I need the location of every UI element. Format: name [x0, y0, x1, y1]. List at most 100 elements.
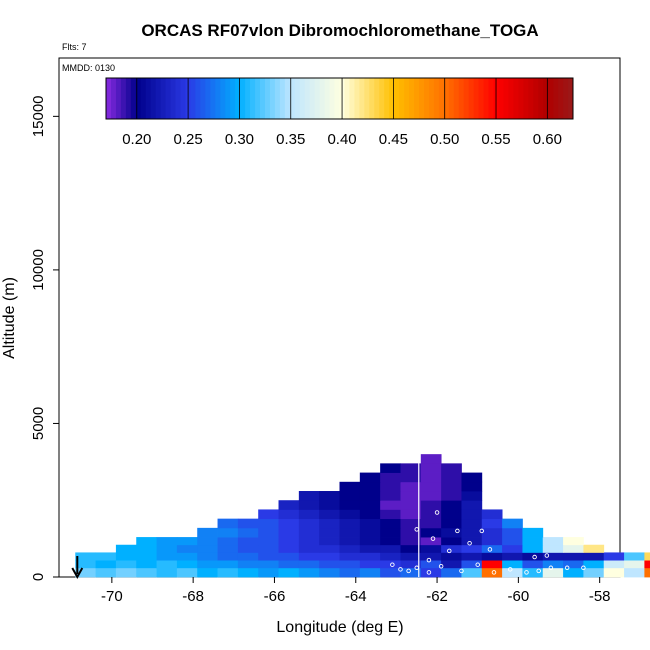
heatmap-cell: [563, 552, 584, 561]
heatmap-cell: [644, 552, 650, 561]
heatmap-cell: [481, 509, 503, 520]
heatmap-cell: [542, 537, 564, 546]
heatmap-cell: [156, 567, 178, 578]
heatmap-cell: [359, 481, 381, 492]
heatmap-cell: [278, 537, 300, 546]
observation-point: [459, 568, 464, 574]
colorbar-band: [240, 78, 246, 119]
heatmap-cell: [359, 567, 381, 578]
colorbar-band: [190, 78, 196, 119]
x-tick-label: -64: [345, 588, 367, 605]
colorbar-band: [106, 78, 112, 119]
colorbar-band: [404, 78, 410, 119]
heatmap-cell: [115, 560, 137, 569]
colorbar-band: [210, 78, 216, 119]
observation-point: [548, 565, 554, 571]
heatmap-cell: [319, 527, 340, 538]
observation-point: [564, 565, 570, 571]
heatmap-cell: [583, 552, 605, 561]
heatmap-cell: [420, 500, 442, 510]
heatmap-cell: [400, 560, 422, 569]
heatmap-cell: [95, 552, 117, 561]
heatmap-cell: [603, 560, 625, 569]
chart-title: ORCAS RF07vlon Dibromochloromethane_TOGA: [141, 21, 538, 40]
heatmap-cell: [359, 518, 381, 529]
heatmap-cell: [522, 537, 544, 546]
heatmap-cell: [359, 537, 381, 546]
y-tick-label: 0: [30, 573, 47, 581]
heatmap-cell: [400, 527, 422, 538]
heatmap-cell: [400, 500, 422, 510]
colorbar-band: [523, 78, 529, 119]
colorbar-ticks: 0.20 0.25 0.30 0.35 0.40 0.45 0.50 0.55 0.60: [122, 78, 562, 148]
heatmap-cell: [522, 560, 544, 569]
colorbar-band: [438, 78, 445, 119]
colorbar-band: [548, 78, 554, 119]
x-tick-label: -70: [101, 588, 123, 605]
heatmap-cell: [420, 552, 442, 561]
colorbar-band: [394, 78, 400, 119]
heatmap-cell: [237, 527, 259, 538]
heatmap-cell: [420, 537, 442, 546]
heatmap-cell: [359, 560, 381, 569]
heatmap-cell: [441, 491, 462, 501]
heatmap-cell: [380, 537, 401, 546]
colorbar-band: [399, 78, 405, 119]
colorbar-band: [140, 78, 147, 119]
heatmap-cell: [461, 491, 483, 501]
colorbar-band: [433, 78, 440, 119]
y-tick-label: 5000: [30, 407, 47, 440]
heatmap-cell: [339, 509, 361, 520]
observation-point: [532, 554, 537, 560]
colorbar-band: [329, 78, 336, 119]
observation-point: [544, 553, 550, 558]
heatmap-cell: [420, 518, 442, 529]
colorbar-band: [379, 78, 385, 119]
heatmap-cell: [278, 567, 300, 578]
heatmap-cell: [502, 518, 523, 529]
heatmap-cell: [420, 509, 442, 520]
colorbar-band: [374, 78, 380, 119]
colorbar-band: [289, 78, 296, 119]
observation-point: [390, 562, 395, 567]
heatmap-cell: [298, 537, 320, 546]
colorbar-band: [334, 78, 340, 119]
heatmap-cell: [380, 509, 401, 520]
heatmap-cell: [481, 552, 503, 561]
heatmap-cell: [522, 544, 544, 553]
heatmap-cell: [624, 560, 645, 569]
heatmap-cell: [461, 472, 483, 483]
colorbar-band: [170, 78, 177, 119]
colorbar-band: [200, 78, 206, 119]
y-tick-label: 15000: [30, 95, 47, 137]
heatmap-cell: [502, 544, 523, 553]
x-axis: -70 -68 -66 -64 -62 -60 -58: [101, 577, 611, 605]
colorbar-band: [309, 78, 316, 119]
heatmap-cell: [461, 537, 483, 546]
colorbar-band: [409, 78, 415, 119]
colorbar-tick-label: 0.40: [327, 131, 356, 148]
colorbar-band: [414, 78, 420, 119]
heatmap-cell: [298, 500, 320, 510]
observation-point: [406, 568, 411, 574]
heatmap-cell: [542, 560, 564, 569]
heatmap-cell: [441, 481, 462, 492]
colorbar-band: [205, 78, 211, 119]
heatmap-cell: [380, 527, 401, 538]
observation-point: [426, 557, 432, 563]
heatmap-cell: [441, 567, 462, 578]
heatmap-cell: [502, 537, 523, 546]
colorbar-band: [115, 78, 122, 119]
colorbar-band: [538, 78, 544, 119]
y-tick-label: 10000: [30, 249, 47, 291]
colorbar-band: [125, 78, 132, 119]
observation-point: [479, 528, 485, 534]
colorbar-band: [473, 78, 480, 119]
colorbar-tick-label: 0.50: [430, 131, 459, 148]
heatmap-cell: [278, 527, 300, 538]
colorbar-band: [319, 78, 326, 119]
colorbar-band: [463, 78, 470, 119]
heatmap-cell: [115, 567, 137, 578]
x-tick-label: -58: [589, 588, 611, 605]
heatmap-cell: [197, 544, 218, 553]
